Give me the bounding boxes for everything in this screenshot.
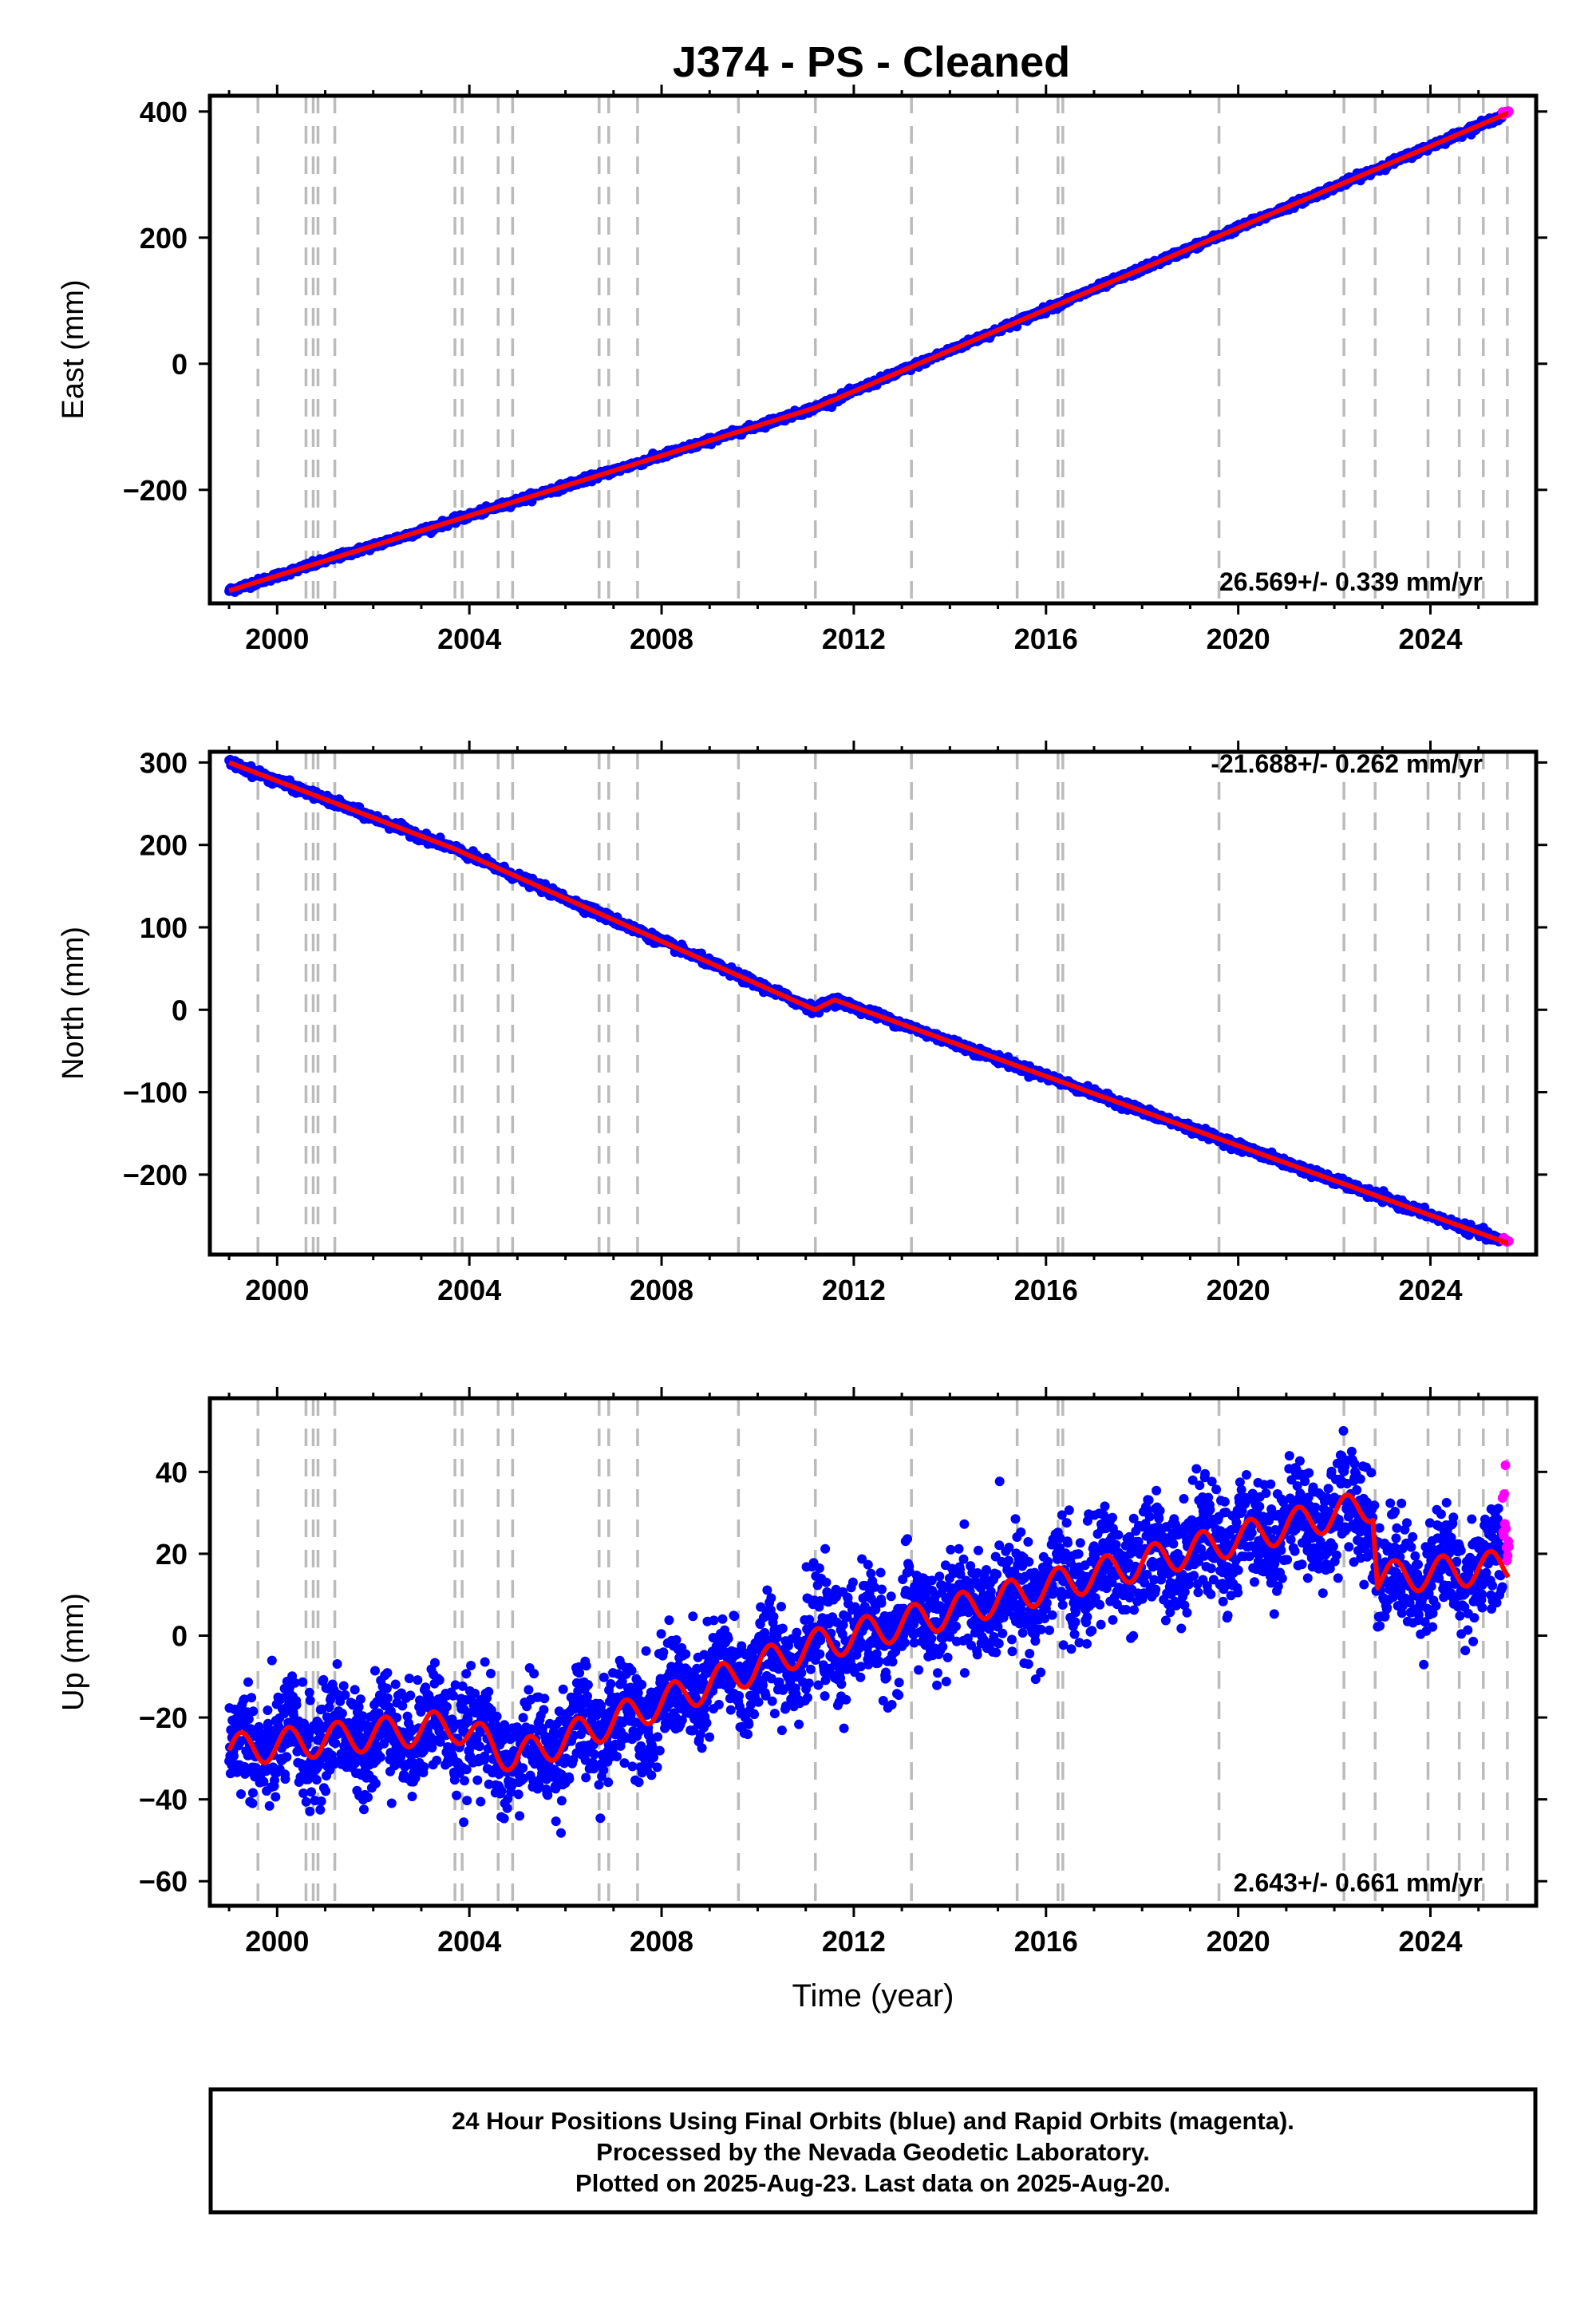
up-data-point: [321, 1786, 331, 1796]
up-panel: 2000 2004 2008 2012 2016 2020 2024−60−40−20020…: [57, 1387, 1547, 2014]
north-y-axis-label: North (mm): [57, 927, 90, 1080]
north-y-tick-label: −200: [123, 1159, 188, 1192]
north-x-tick-label: 2020: [1207, 1274, 1270, 1306]
up-data-point: [282, 1752, 292, 1762]
east-y-tick-label: −200: [123, 474, 188, 507]
north-y-tick-label: 300: [140, 746, 188, 779]
up-data-point: [305, 1695, 315, 1705]
up-data-point: [263, 1705, 273, 1715]
north-y-tick-label: 200: [140, 829, 188, 862]
up-data-point: [291, 1700, 302, 1710]
up-data-point: [304, 1733, 314, 1744]
north-x-tick-label: 2024: [1398, 1274, 1462, 1306]
up-final-orbit-points: [224, 1425, 1507, 1838]
up-data-point: [306, 1787, 317, 1797]
up-data-point: [247, 1788, 258, 1798]
up-data-point: [236, 1789, 246, 1799]
east-y-tick-label: 0: [172, 348, 188, 381]
up-data-point: [264, 1800, 275, 1811]
north-y-tick-label: 0: [172, 994, 188, 1026]
figure-title: J374 - PS - Cleaned: [673, 38, 1070, 86]
up-data-point: [248, 1706, 259, 1717]
north-panel: 2000 2004 2008 2012 2016 2020 2024 −200 −100 0 100…: [57, 741, 1547, 1306]
east-x-tick-label: 2004: [437, 622, 501, 655]
up-data-point: [318, 1674, 329, 1685]
up-data-point: [301, 1796, 311, 1807]
east-x-tick-label: 2024: [1398, 622, 1462, 655]
up-data-point: [330, 1738, 341, 1749]
up-data-point: [298, 1788, 309, 1798]
east-x-tick-label: 2008: [630, 622, 693, 655]
north-rate-label: -21.688+/- 0.262 mm/yr: [1211, 749, 1483, 778]
north-x-tick-label: 2012: [822, 1274, 886, 1306]
east-rate-label: 26.569+/- 0.339 mm/yr: [1219, 567, 1483, 596]
up-data-point: [271, 1792, 281, 1802]
up-data-point: [311, 1775, 322, 1785]
up-data-point: [305, 1806, 315, 1816]
east-x-tick-label: 2020: [1207, 622, 1270, 655]
east-y-axis-label: East (mm): [57, 279, 90, 419]
up-data-point: [229, 1751, 239, 1761]
east-x-tick-label: 2000: [245, 622, 309, 655]
up-data-point: [316, 1796, 326, 1806]
east-panel: 2000 2004 2008 2012 2016 2020 2024−2000200400 …: [57, 85, 1547, 655]
up-data-point: [332, 1659, 342, 1669]
north-x-tick-label: 2000: [245, 1274, 309, 1306]
east-final-orbit-points: [224, 109, 1507, 597]
north-x-tick-label: 2016: [1014, 1274, 1078, 1306]
north-x-tick-label: 2004: [437, 1274, 501, 1306]
up-data-point: [243, 1677, 253, 1687]
east-y-tick-label: 200: [140, 222, 188, 255]
north-x-tick-label: 2008: [630, 1274, 693, 1306]
east-x-tick-label: 2016: [1014, 622, 1078, 655]
east-y-tick-label: 400: [140, 96, 188, 128]
up-data-point: [280, 1774, 290, 1784]
up-data-point: [315, 1804, 326, 1815]
up-data-point: [247, 1693, 257, 1703]
up-data-point: [298, 1677, 308, 1687]
north-y-tick-label: 100: [140, 911, 188, 944]
east-model-fit-line: [227, 111, 1510, 594]
north-y-tick-label: −100: [123, 1077, 188, 1109]
east-plot-frame: [207, 93, 1539, 606]
up-data-point: [267, 1655, 277, 1666]
up-data-point: [247, 1798, 258, 1808]
east-x-tick-label: 2012: [822, 622, 886, 655]
